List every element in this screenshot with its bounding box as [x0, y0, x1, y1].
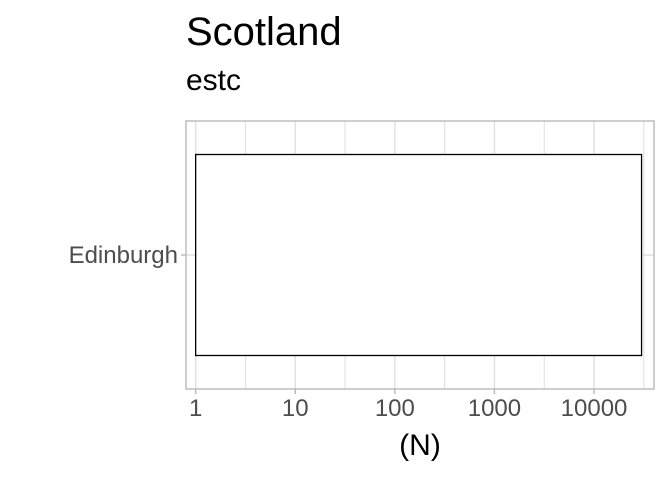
x-axis-title: (N): [399, 429, 441, 462]
x-tick-label: 1000: [468, 395, 521, 422]
y-tick-label: Edinburgh: [69, 242, 178, 269]
x-tick-label: 1: [189, 395, 202, 422]
x-tick-label: 10000: [561, 395, 628, 422]
chart-title: Scotland: [186, 10, 342, 54]
x-tick-label: 100: [375, 395, 415, 422]
x-tick-label: 10: [282, 395, 309, 422]
chart-subtitle: estc: [186, 64, 242, 97]
bar-edinburgh: [195, 153, 643, 357]
